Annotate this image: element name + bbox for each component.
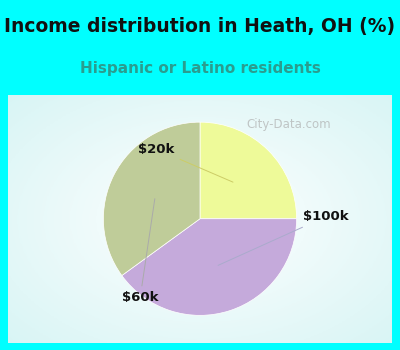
Text: $100k: $100k [218, 210, 348, 265]
Text: $20k: $20k [138, 143, 233, 182]
Wedge shape [122, 219, 297, 315]
Text: $60k: $60k [122, 199, 158, 304]
Text: City-Data.com: City-Data.com [246, 118, 331, 131]
Wedge shape [104, 122, 200, 275]
Text: Hispanic or Latino residents: Hispanic or Latino residents [80, 61, 320, 76]
Text: Income distribution in Heath, OH (%): Income distribution in Heath, OH (%) [4, 17, 396, 36]
Wedge shape [200, 122, 297, 219]
